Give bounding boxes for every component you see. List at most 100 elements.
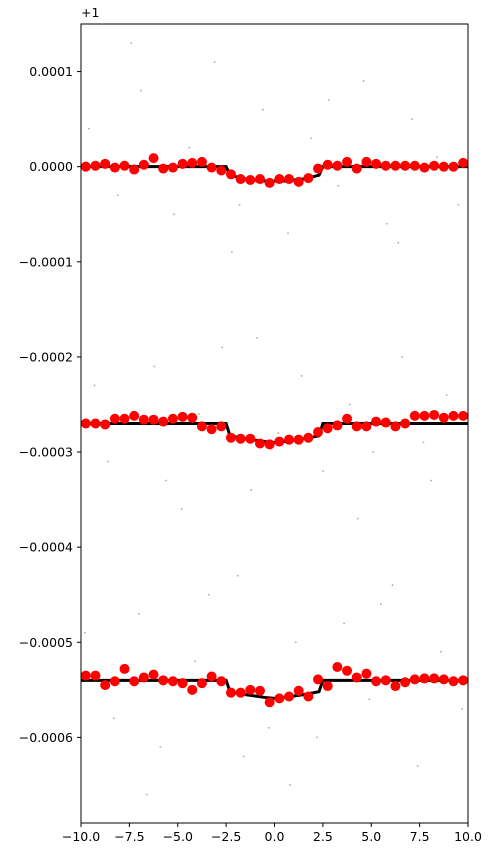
binned-point <box>129 676 140 687</box>
raw-point <box>391 584 394 587</box>
raw-point <box>440 650 442 653</box>
binned-point <box>206 162 217 173</box>
x-tick-label: −5.0 <box>163 829 193 844</box>
raw-point <box>213 61 216 63</box>
binned-point <box>322 423 333 434</box>
raw-point <box>138 612 140 615</box>
binned-point <box>264 439 275 450</box>
binned-point <box>254 685 265 696</box>
binned-point <box>81 418 91 429</box>
binned-point <box>90 418 101 429</box>
raw-point <box>83 631 86 634</box>
binned-point <box>148 153 159 164</box>
binned-point <box>196 678 207 689</box>
binned-point <box>458 410 468 421</box>
binned-point <box>361 156 372 167</box>
binned-point <box>438 161 449 172</box>
binned-point <box>109 676 120 687</box>
raw-point <box>180 508 183 511</box>
raw-point <box>145 793 148 796</box>
binned-point <box>100 419 111 430</box>
binned-point <box>332 160 343 171</box>
binned-point <box>158 675 169 686</box>
binned-point <box>196 156 207 167</box>
raw-point <box>153 365 156 368</box>
y-tick-label: −0.0002 <box>19 349 73 364</box>
binned-point <box>187 157 198 168</box>
binned-point <box>351 672 362 683</box>
binned-point <box>177 411 188 422</box>
binned-point <box>100 158 111 169</box>
binned-point <box>216 421 227 432</box>
binned-point <box>342 156 353 167</box>
raw-point <box>430 479 433 482</box>
binned-point <box>235 687 246 698</box>
model-line <box>81 422 468 445</box>
binned-point <box>196 421 207 432</box>
binned-point <box>303 173 314 184</box>
binned-point <box>90 160 101 171</box>
binned-point <box>216 165 227 176</box>
binned-point <box>361 421 372 432</box>
raw-point <box>385 222 388 225</box>
raw-point <box>130 42 133 44</box>
raw-point <box>397 241 400 244</box>
binned-point <box>390 681 401 692</box>
binned-point <box>332 662 343 673</box>
raw-point <box>194 660 197 663</box>
binned-point <box>129 410 140 421</box>
binned-point <box>400 418 411 429</box>
raw-point <box>107 460 109 463</box>
binned-point <box>206 424 217 435</box>
binned-point <box>119 160 130 171</box>
binned-point <box>419 673 430 684</box>
x-tick-label: −10.0 <box>62 829 100 844</box>
raw-point <box>300 375 303 377</box>
binned-point <box>138 672 149 683</box>
binned-point <box>380 417 391 428</box>
binned-point <box>400 677 411 688</box>
offset-text: +1 <box>81 5 99 20</box>
raw-point <box>461 707 464 710</box>
binned-point <box>158 416 169 427</box>
binned-point <box>100 680 111 691</box>
raw-point <box>221 346 224 349</box>
binned-point <box>322 681 333 692</box>
raw-point <box>261 108 264 111</box>
binned-point <box>167 413 178 424</box>
binned-point <box>342 413 353 424</box>
binned-point <box>400 160 411 171</box>
binned-point <box>409 674 420 685</box>
binned-point <box>322 159 333 170</box>
raw-point <box>401 356 404 358</box>
binned-point <box>274 693 285 704</box>
raw-point <box>188 146 191 149</box>
binned-point <box>448 410 459 421</box>
raw-point <box>362 80 365 82</box>
raw-point <box>321 470 324 472</box>
x-tick-label: −2.5 <box>211 829 241 844</box>
binned-point <box>419 410 430 421</box>
binned-point <box>332 420 343 431</box>
raw-point <box>356 517 359 520</box>
binned-point <box>119 413 130 424</box>
x-tick-label: 10.0 <box>454 829 482 844</box>
binned-point <box>313 427 324 438</box>
binned-point <box>293 176 304 187</box>
y-tick-label: 0.0001 <box>29 64 73 79</box>
binned-point <box>458 157 468 168</box>
binned-point <box>380 675 391 686</box>
binned-point <box>167 676 178 687</box>
binned-point <box>448 161 459 172</box>
raw-point <box>289 784 291 786</box>
binned-point <box>109 162 120 173</box>
binned-point <box>216 676 227 687</box>
binned-point <box>429 673 440 684</box>
binned-point <box>438 674 449 685</box>
x-tick-label: 5.0 <box>361 829 381 844</box>
raw-point <box>165 479 168 482</box>
binned-point <box>264 177 275 188</box>
binned-point <box>313 163 324 174</box>
binned-point <box>158 163 169 174</box>
raw-point <box>267 726 270 729</box>
